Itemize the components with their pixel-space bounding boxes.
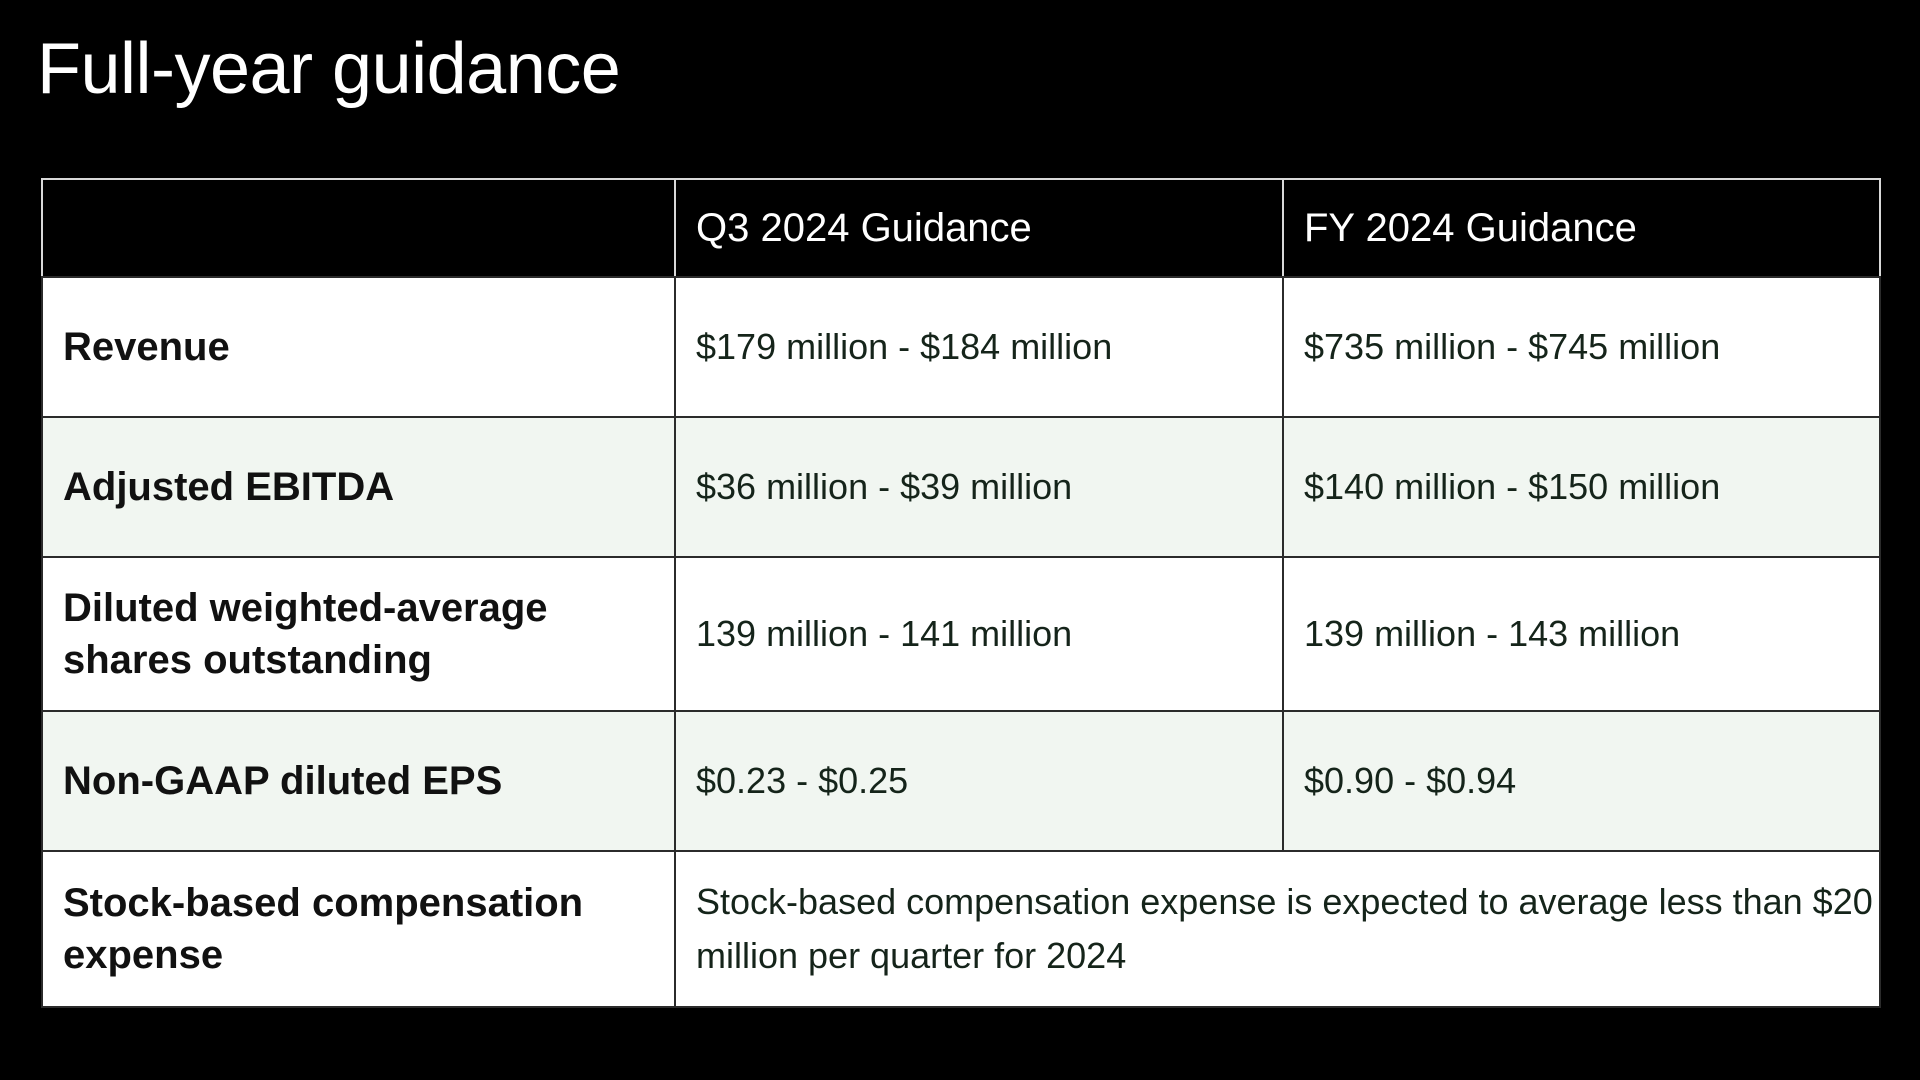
table-row-diluted-shares: Diluted weighted-average shares outstand… [41, 556, 1881, 712]
fy-value: 139 million - 143 million [1282, 556, 1881, 712]
guidance-table: Q3 2024 Guidance FY 2024 Guidance Revenu… [41, 178, 1881, 1008]
q3-value: $36 million - $39 million [674, 416, 1284, 558]
table-row-stock-based-comp: Stock-based compensation expense Stock-b… [41, 850, 1881, 1008]
table-row-adjusted-ebitda: Adjusted EBITDA $36 million - $39 millio… [41, 416, 1881, 558]
row-label: Diluted weighted-average shares outstand… [41, 556, 676, 712]
row-label: Adjusted EBITDA [41, 416, 676, 558]
header-q3-guidance: Q3 2024 Guidance [674, 178, 1284, 278]
row-label: Revenue [41, 276, 676, 418]
q3-value: 139 million - 141 million [674, 556, 1284, 712]
fy-value: $140 million - $150 million [1282, 416, 1881, 558]
fy-value: $0.90 - $0.94 [1282, 710, 1881, 852]
q3-value: $179 million - $184 million [674, 276, 1284, 418]
header-fy-guidance: FY 2024 Guidance [1282, 178, 1881, 278]
row-label: Stock-based compensation expense [41, 850, 676, 1008]
fy-value: $735 million - $745 million [1282, 276, 1881, 418]
table-row-revenue: Revenue $179 million - $184 million $735… [41, 276, 1881, 418]
header-empty-cell [41, 178, 676, 278]
stock-comp-note: Stock-based compensation expense is expe… [674, 850, 1881, 1008]
row-label: Non-GAAP diluted EPS [41, 710, 676, 852]
table-header-row: Q3 2024 Guidance FY 2024 Guidance [41, 178, 1881, 278]
slide-title: Full-year guidance [37, 29, 621, 109]
q3-value: $0.23 - $0.25 [674, 710, 1284, 852]
table-row-non-gaap-eps: Non-GAAP diluted EPS $0.23 - $0.25 $0.90… [41, 710, 1881, 852]
